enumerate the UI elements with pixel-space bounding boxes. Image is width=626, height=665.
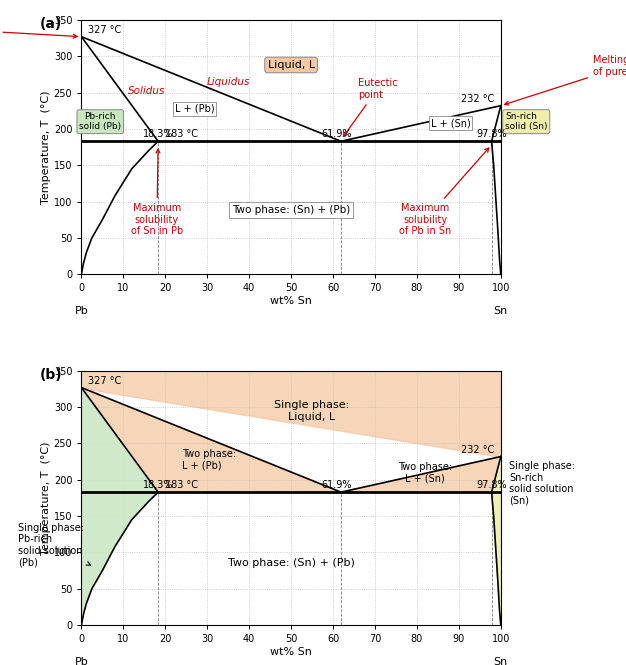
Text: L + (Pb): L + (Pb) bbox=[175, 104, 215, 114]
Text: Two phase: (Sn) + (Pb): Two phase: (Sn) + (Pb) bbox=[232, 205, 350, 215]
Y-axis label: Temperature, T  (°C): Temperature, T (°C) bbox=[41, 441, 51, 555]
Text: 18.3%: 18.3% bbox=[143, 480, 173, 490]
X-axis label: wt% Sn: wt% Sn bbox=[270, 296, 312, 306]
Text: Maximum
solubility
of Pb in Sn: Maximum solubility of Pb in Sn bbox=[399, 148, 489, 236]
Text: 97.8%: 97.8% bbox=[476, 129, 507, 139]
Text: Melting point
of pure Pb: Melting point of pure Pb bbox=[0, 19, 77, 41]
Text: 97.8%: 97.8% bbox=[476, 480, 507, 490]
Text: Pb: Pb bbox=[74, 306, 88, 316]
X-axis label: wt% Sn: wt% Sn bbox=[270, 647, 312, 657]
Text: Two phase:
L + (Pb): Two phase: L + (Pb) bbox=[182, 450, 236, 471]
Text: 61.9%: 61.9% bbox=[322, 129, 352, 139]
Text: Eutectic
point: Eutectic point bbox=[344, 78, 398, 136]
Polygon shape bbox=[81, 388, 341, 492]
Polygon shape bbox=[341, 457, 501, 492]
Text: 327 °C: 327 °C bbox=[88, 25, 121, 35]
Polygon shape bbox=[81, 388, 158, 625]
Text: 61.9%: 61.9% bbox=[322, 480, 352, 490]
Text: Solidus: Solidus bbox=[128, 86, 165, 96]
Text: Single phase:
Pb-rich
solid solution
(Pb): Single phase: Pb-rich solid solution (Pb… bbox=[19, 523, 90, 568]
Text: Single phase:
Sn-rich
solid solution
(Sn): Single phase: Sn-rich solid solution (Sn… bbox=[509, 461, 575, 506]
Text: 183 °C: 183 °C bbox=[165, 129, 198, 139]
Text: Liquid, L: Liquid, L bbox=[267, 60, 315, 70]
Text: 232 °C: 232 °C bbox=[461, 445, 494, 455]
Text: 327 °C: 327 °C bbox=[88, 376, 121, 386]
Text: Sn-rich
solid (Sn): Sn-rich solid (Sn) bbox=[505, 112, 548, 132]
Text: 232 °C: 232 °C bbox=[461, 94, 494, 104]
Text: Liquidus: Liquidus bbox=[207, 77, 250, 87]
Text: Melting point
of pure Sn: Melting point of pure Sn bbox=[505, 55, 626, 105]
Text: Sn: Sn bbox=[494, 306, 508, 316]
Text: (b): (b) bbox=[39, 368, 62, 382]
Polygon shape bbox=[81, 371, 501, 457]
Text: Single phase:
Liquid, L: Single phase: Liquid, L bbox=[274, 400, 350, 422]
Text: 183 °C: 183 °C bbox=[165, 480, 198, 490]
Text: L + (Sn): L + (Sn) bbox=[431, 118, 470, 128]
Text: Pb-rich
solid (Pb): Pb-rich solid (Pb) bbox=[80, 112, 121, 132]
Y-axis label: Temperature, T  (°C): Temperature, T (°C) bbox=[41, 90, 51, 204]
Text: Pb: Pb bbox=[74, 656, 88, 665]
Text: Maximum
solubility
of Sn in Pb: Maximum solubility of Sn in Pb bbox=[131, 149, 183, 236]
Text: (a): (a) bbox=[39, 17, 62, 31]
Text: Sn: Sn bbox=[494, 656, 508, 665]
Text: Two phase: (Sn) + (Pb): Two phase: (Sn) + (Pb) bbox=[228, 559, 354, 569]
Text: 18.3%: 18.3% bbox=[143, 129, 173, 139]
Polygon shape bbox=[491, 457, 501, 625]
Text: Two phase:
L + (Sn): Two phase: L + (Sn) bbox=[398, 462, 453, 483]
